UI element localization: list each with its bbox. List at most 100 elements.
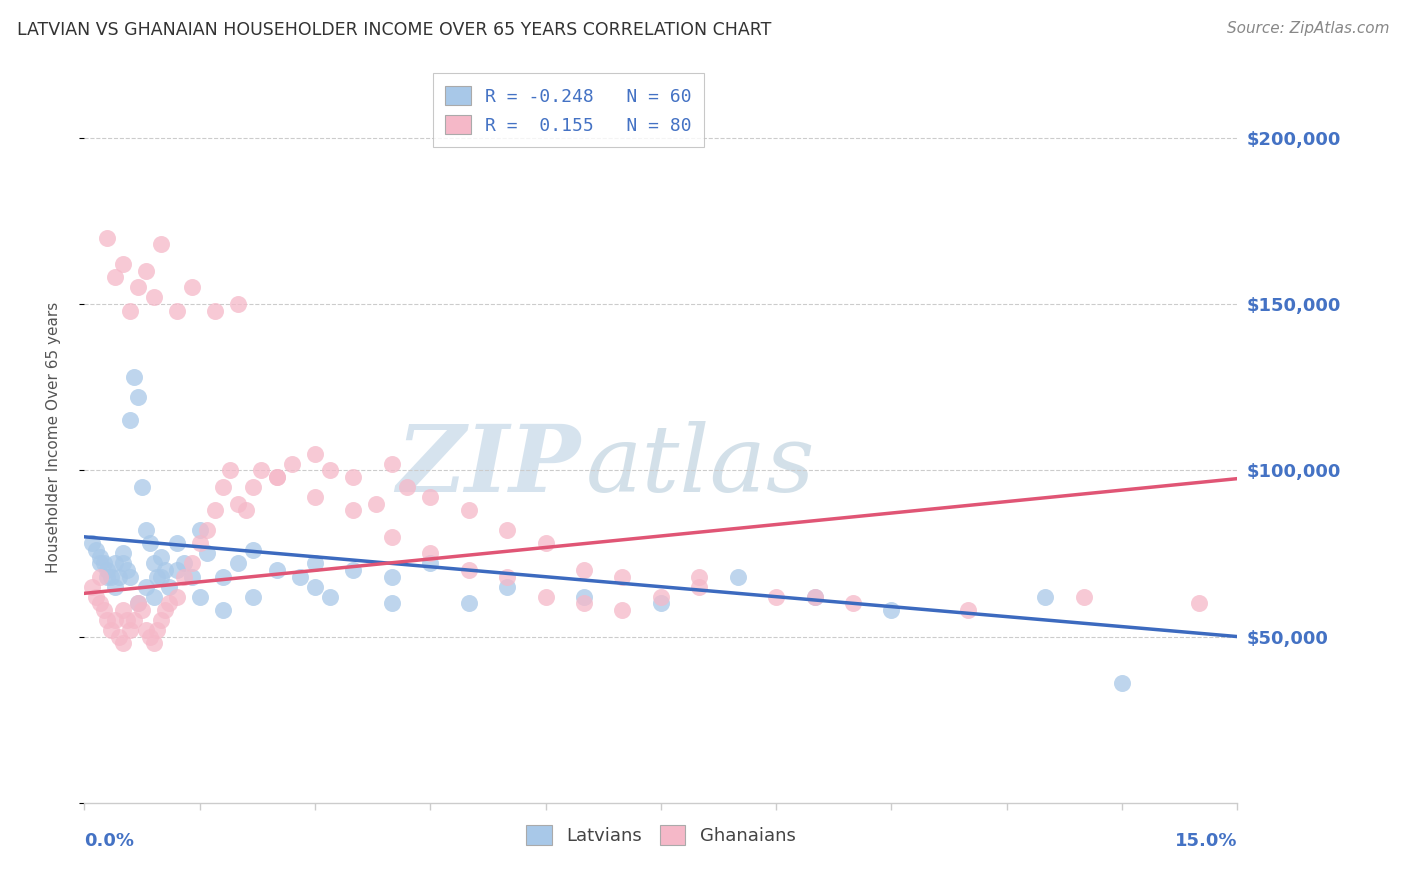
Point [765, 590, 787, 604]
Point [80, 536, 103, 550]
Point [96, 563, 118, 577]
Point [381, 570, 404, 584]
Point [111, 557, 134, 571]
Point [572, 596, 595, 610]
Point [135, 264, 157, 278]
Point [534, 536, 557, 550]
Point [457, 596, 479, 610]
Point [84, 543, 107, 558]
Point [111, 546, 134, 560]
Point [1073, 590, 1095, 604]
Point [120, 623, 142, 637]
Y-axis label: Householder Income Over 65 years: Householder Income Over 65 years [46, 301, 60, 573]
Point [419, 557, 441, 571]
Point [166, 536, 188, 550]
Point [115, 563, 138, 577]
Point [157, 596, 180, 610]
Point [204, 503, 226, 517]
Point [120, 570, 142, 584]
Point [127, 596, 149, 610]
Point [104, 557, 127, 571]
Point [319, 590, 342, 604]
Point [135, 580, 157, 594]
Point [96, 230, 118, 244]
Text: Source: ZipAtlas.com: Source: ZipAtlas.com [1226, 21, 1389, 37]
Point [496, 580, 519, 594]
Point [104, 270, 127, 285]
Point [104, 580, 127, 594]
Point [419, 546, 441, 560]
Point [304, 580, 326, 594]
Text: ZIP: ZIP [396, 421, 581, 511]
Point [124, 613, 146, 627]
Point [89, 570, 111, 584]
Point [181, 570, 204, 584]
Point [138, 536, 160, 550]
Point [111, 603, 134, 617]
Point [115, 613, 138, 627]
Point [89, 549, 111, 564]
Point [142, 590, 165, 604]
Point [166, 590, 188, 604]
Point [153, 563, 176, 577]
Point [111, 636, 134, 650]
Point [124, 370, 146, 384]
Point [880, 603, 903, 617]
Point [89, 596, 111, 610]
Point [342, 470, 364, 484]
Point [304, 557, 326, 571]
Point [96, 570, 118, 584]
Point [166, 563, 188, 577]
Point [235, 503, 257, 517]
Point [150, 237, 173, 252]
Point [957, 603, 980, 617]
Point [211, 603, 233, 617]
Point [108, 630, 131, 644]
Point [111, 257, 134, 271]
Point [266, 563, 288, 577]
Point [108, 570, 131, 584]
Point [803, 590, 825, 604]
Point [650, 596, 672, 610]
Point [84, 590, 107, 604]
Text: LATVIAN VS GHANAIAN HOUSEHOLDER INCOME OVER 65 YEARS CORRELATION CHART: LATVIAN VS GHANAIAN HOUSEHOLDER INCOME O… [17, 21, 772, 39]
Text: 0.0%: 0.0% [84, 832, 135, 850]
Point [181, 557, 204, 571]
Point [226, 497, 249, 511]
Point [173, 557, 195, 571]
Point [211, 570, 233, 584]
Point [96, 613, 118, 627]
Point [150, 570, 173, 584]
Point [166, 303, 188, 318]
Point [612, 570, 634, 584]
Point [288, 570, 311, 584]
Point [127, 596, 149, 610]
Point [242, 480, 264, 494]
Point [612, 603, 634, 617]
Point [803, 590, 825, 604]
Point [104, 613, 127, 627]
Point [242, 590, 264, 604]
Point [572, 563, 595, 577]
Point [419, 490, 441, 504]
Point [396, 480, 419, 494]
Point [304, 490, 326, 504]
Point [496, 570, 519, 584]
Point [457, 563, 479, 577]
Text: 15.0%: 15.0% [1175, 832, 1237, 850]
Point [100, 623, 122, 637]
Point [572, 590, 595, 604]
Point [219, 463, 242, 477]
Point [157, 580, 180, 594]
Point [146, 623, 169, 637]
Point [127, 280, 149, 294]
Point [688, 580, 710, 594]
Legend: Latvians, Ghanaians: Latvians, Ghanaians [519, 818, 803, 852]
Point [150, 549, 173, 564]
Point [142, 290, 165, 304]
Point [457, 503, 479, 517]
Point [127, 390, 149, 404]
Point [688, 570, 710, 584]
Point [226, 297, 249, 311]
Point [80, 580, 103, 594]
